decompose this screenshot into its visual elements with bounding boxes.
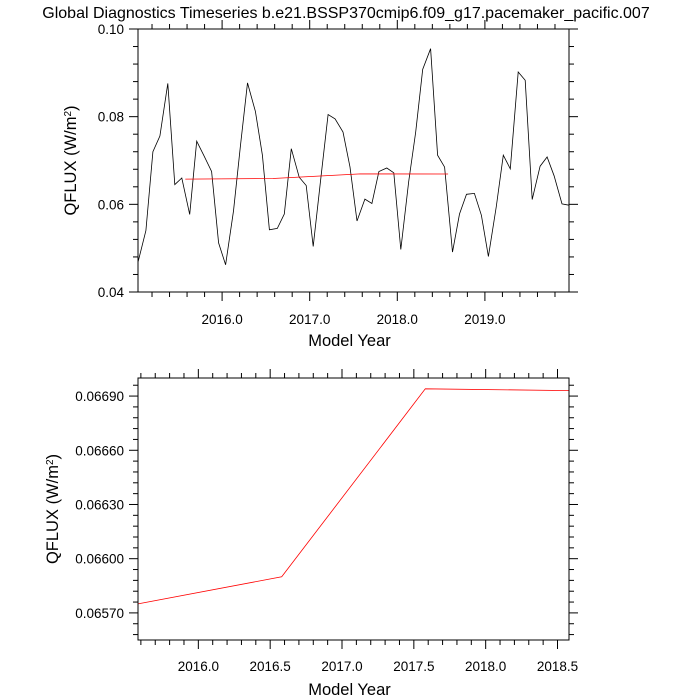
- y-tick-label: 0.06570: [75, 606, 124, 621]
- x-tick-label: 2017.5: [393, 659, 434, 674]
- x-axis-label: Model Year: [308, 681, 391, 699]
- x-tick-label: 2016.5: [250, 659, 291, 674]
- series-line-annual-mean: [185, 173, 449, 180]
- y-axis-label: QFLUX (W/m2): [62, 105, 80, 215]
- x-tick-label: 2019.0: [464, 312, 505, 327]
- y-axis-label-close: ): [62, 105, 80, 111]
- x-tick-label: 2018.0: [377, 312, 418, 327]
- x-tick-label: 2017.0: [289, 312, 330, 327]
- x-tick-label: 2016.0: [178, 659, 219, 674]
- y-tick-label: 0.08: [98, 110, 124, 125]
- x-tick-label: 2017.0: [321, 659, 362, 674]
- y-axis-label: QFLUX (W/m2): [44, 454, 62, 564]
- y-tick-label: 0.06630: [75, 497, 124, 512]
- y-axis-label-superscript: 2: [63, 111, 74, 117]
- series-line-annual-mean: [137, 388, 570, 605]
- x-tick-label: 2018.0: [465, 659, 506, 674]
- x-tick-label: 2016.0: [201, 312, 242, 327]
- y-axis-label-close: ): [44, 454, 62, 460]
- x-tick-label: 2018.5: [537, 659, 578, 674]
- y-tick-label: 0.06600: [75, 552, 124, 567]
- y-axis-label-main: QFLUX (W/m: [44, 465, 62, 564]
- y-tick-label: 0.04: [98, 285, 125, 300]
- y-tick-label: 0.06660: [75, 443, 124, 458]
- series-line-monthly-qflux: [137, 48, 570, 265]
- top-chart-panel: 2016.0 2017.0 2018.0 2019.0 0.04 0.06 0.08 0.10…: [62, 20, 578, 350]
- y-axis-label-superscript: 2: [45, 459, 56, 465]
- plot-frame: [137, 377, 570, 641]
- x-axis-label: Model Year: [308, 332, 391, 350]
- y-tick-label: 0.06690: [75, 389, 124, 404]
- y-tick-label: 0.10: [98, 22, 124, 37]
- plot-frame: [137, 28, 570, 293]
- figure-title: Global Diagnostics Timeseries b.e21.BSSP…: [42, 5, 650, 22]
- y-axis-label-main: QFLUX (W/m: [62, 117, 80, 216]
- bottom-chart-panel: 2016.0 2016.5 2017.0 2017.5 2018.0 2018.5 0.06…: [44, 369, 578, 699]
- y-tick-label: 0.06: [98, 197, 124, 212]
